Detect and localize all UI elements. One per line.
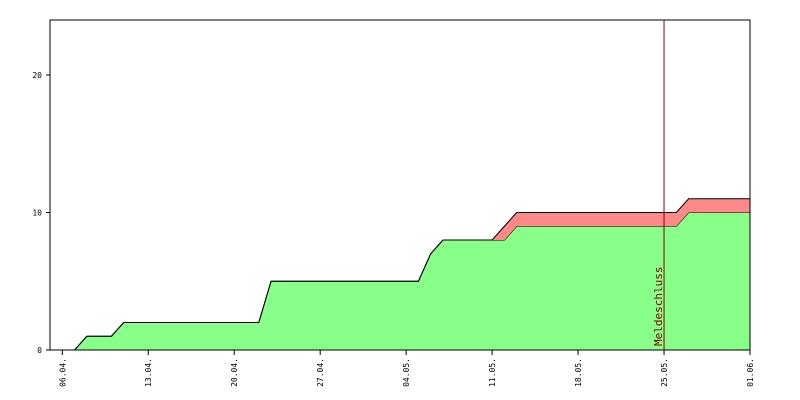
- y-tick-label: 20: [32, 71, 42, 80]
- x-tick-label: 25.05.: [660, 358, 669, 387]
- x-tick-label: 01.06.: [746, 358, 755, 387]
- x-tick-label: 13.04.: [144, 358, 153, 387]
- deadline-label: Meldeschluss: [652, 267, 665, 346]
- y-tick-label: 10: [32, 209, 42, 218]
- x-tick-label: 20.04.: [230, 358, 239, 387]
- x-tick-label: 04.05.: [402, 358, 411, 387]
- x-tick-label: 06.04.: [58, 358, 67, 387]
- x-tick-label: 27.04.: [316, 358, 325, 387]
- x-tick-label: 11.05.: [488, 358, 497, 387]
- x-tick-label: 18.05.: [574, 358, 583, 387]
- y-tick-label: 0: [37, 346, 42, 355]
- area-outline: [50, 198, 750, 351]
- area: [50, 198, 750, 350]
- plot-frame: [49, 19, 751, 351]
